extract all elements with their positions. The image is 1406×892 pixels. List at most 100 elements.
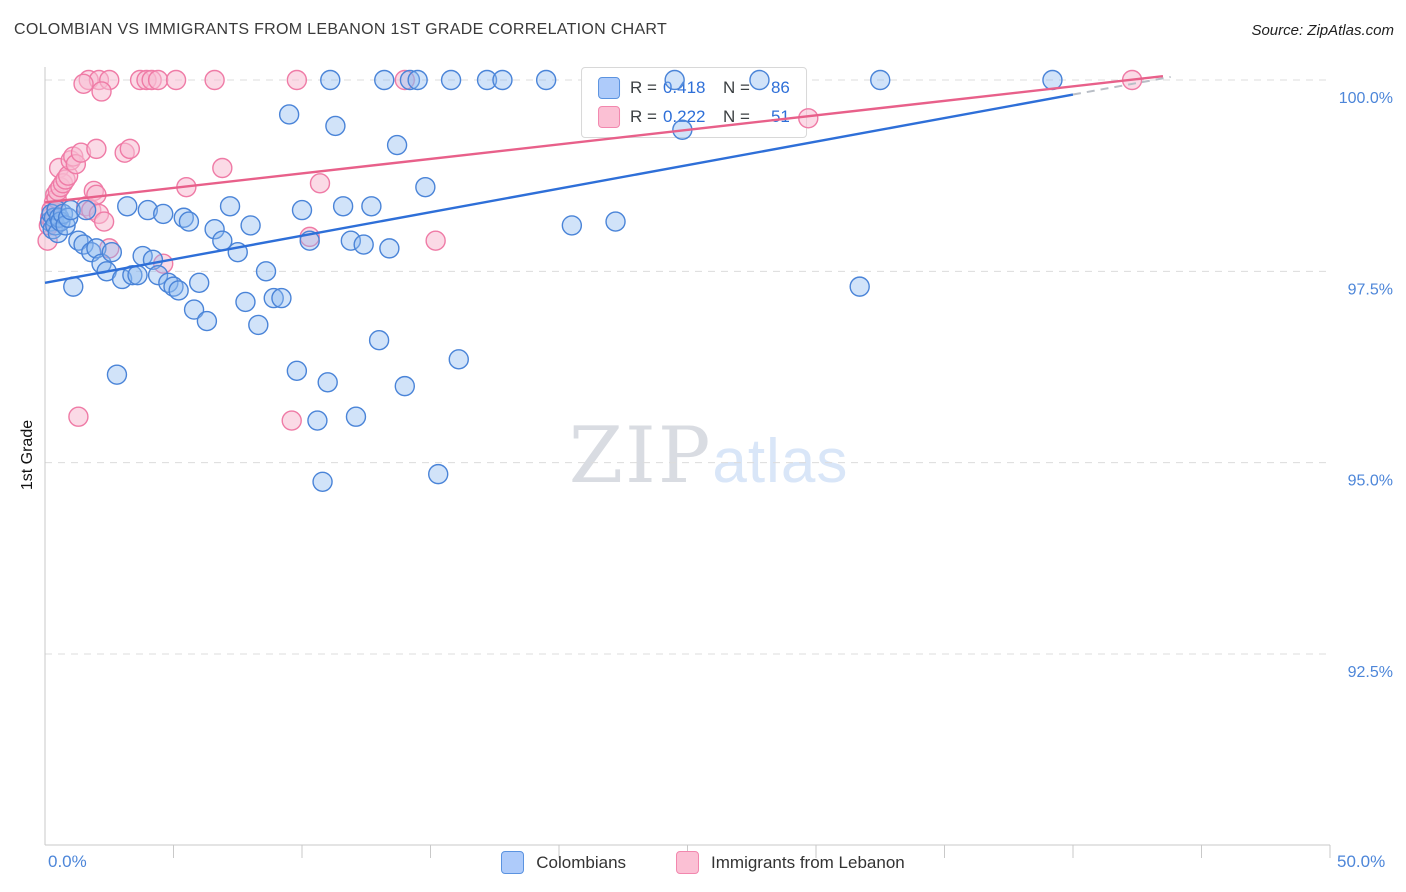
scatter-point-colombians bbox=[147, 264, 169, 286]
scatter-point-colombians bbox=[196, 310, 218, 332]
legend-row-lebanon: R = 0.222 N = 51 bbox=[598, 106, 790, 128]
scatter-point-lebanon bbox=[212, 157, 233, 179]
scatter-point-colombians bbox=[317, 372, 338, 393]
scatter-point-colombians bbox=[361, 196, 382, 217]
scatter-point-colombians bbox=[153, 203, 174, 225]
scatter-point-colombians bbox=[219, 196, 241, 217]
scatter-point-lebanon bbox=[91, 81, 112, 102]
lebanon-swatch bbox=[598, 106, 621, 128]
r-value-colombians: 0.418 bbox=[662, 78, 706, 97]
scatter-point-colombians bbox=[86, 238, 107, 259]
n-label: N = bbox=[722, 78, 750, 97]
legend-row-colombians: R = 0.418 N = 86 bbox=[598, 77, 790, 99]
y-tick-label: 92.5% bbox=[1348, 664, 1393, 681]
scatter-point-colombians bbox=[368, 330, 390, 351]
source-attribution: Source: ZipAtlas.com bbox=[1251, 22, 1394, 39]
scatter-point-lebanon bbox=[147, 69, 169, 91]
scatter-point-colombians bbox=[353, 234, 374, 255]
scatter-point-colombians bbox=[320, 69, 341, 91]
scatter-point-colombians bbox=[117, 196, 138, 217]
scatter-point-colombians bbox=[278, 104, 300, 125]
scatter-point-colombians bbox=[168, 280, 189, 301]
y-tick-label: 100.0% bbox=[1339, 90, 1393, 107]
scatter-point-colombians bbox=[870, 69, 891, 91]
scatter-point-lebanon bbox=[286, 69, 308, 91]
scatter-point-colombians bbox=[248, 314, 269, 336]
scatter-point-lebanon bbox=[309, 173, 331, 194]
scatter-point-colombians bbox=[307, 410, 328, 431]
scatter-point-colombians bbox=[664, 69, 685, 91]
colombians-trend-line bbox=[44, 93, 1074, 284]
scatter-point-colombians bbox=[101, 241, 123, 263]
scatter-point-colombians bbox=[291, 199, 313, 221]
y-tick-label: 95.0% bbox=[1348, 473, 1393, 490]
chart-title: COLOMBIAN VS IMMIGRANTS FROM LEBANON 1ST… bbox=[14, 21, 668, 38]
scatter-point-colombians bbox=[749, 69, 770, 91]
scatter-point-colombians bbox=[379, 238, 400, 259]
scatter-point-colombians bbox=[127, 264, 148, 286]
watermark-atlas: atlas bbox=[712, 427, 849, 496]
scatter-point-lebanon bbox=[119, 138, 141, 160]
scatter-point-colombians bbox=[325, 115, 346, 137]
scatter-point-colombians bbox=[55, 215, 76, 236]
scatter-point-colombians bbox=[440, 69, 462, 91]
scatter-point-lebanon bbox=[281, 410, 302, 431]
scatter-point-colombians bbox=[271, 287, 292, 309]
scatter-point-colombians bbox=[204, 219, 225, 240]
scatter-point-colombians bbox=[286, 360, 308, 382]
n-value-lebanon: 51 bbox=[770, 107, 790, 126]
scatter-point-colombians bbox=[183, 299, 205, 320]
scatter-point-colombians bbox=[561, 215, 583, 236]
watermark-zip: ZIP bbox=[568, 411, 713, 501]
lebanon-legend-swatch bbox=[676, 851, 700, 874]
n-value-colombians: 86 bbox=[770, 78, 790, 97]
scatter-point-colombians bbox=[374, 69, 395, 91]
r-value-lebanon: 0.222 bbox=[662, 107, 706, 126]
scatter-point-lebanon bbox=[165, 69, 187, 91]
series-legend: Colombians Immigrants from Lebanon bbox=[0, 851, 1406, 874]
scatter-point-colombians bbox=[137, 199, 159, 221]
lebanon-legend-label: Immigrants from Lebanon bbox=[711, 852, 905, 872]
scatter-point-colombians bbox=[492, 69, 513, 91]
scatter-point-colombians bbox=[332, 196, 354, 217]
scatter-point-colombians bbox=[1042, 69, 1063, 91]
colombians-legend-swatch bbox=[501, 851, 525, 874]
r-label: R = bbox=[630, 107, 657, 126]
lebanon-trend-line bbox=[44, 74, 1164, 204]
colombians-trend-extension bbox=[1072, 75, 1171, 96]
colombians-legend-label: Colombians bbox=[536, 852, 627, 872]
scatter-point-lebanon bbox=[68, 406, 89, 427]
scatter-point-colombians bbox=[57, 207, 79, 228]
scatter-point-colombians bbox=[415, 176, 436, 198]
scatter-point-lebanon bbox=[86, 138, 107, 160]
scatter-point-colombians bbox=[178, 211, 200, 232]
n-label: N = bbox=[722, 107, 750, 126]
scatter-point-lebanon bbox=[73, 73, 94, 95]
scatter-point-lebanon bbox=[93, 211, 115, 232]
scatter-point-colombians bbox=[428, 463, 449, 485]
scatter-point-colombians bbox=[535, 69, 557, 91]
scatter-point-colombians bbox=[235, 291, 256, 313]
scatter-point-lebanon bbox=[425, 230, 446, 251]
scatter-point-colombians bbox=[312, 471, 333, 492]
scatter-point-colombians bbox=[75, 199, 97, 221]
y-tick-label: 97.5% bbox=[1348, 281, 1393, 298]
scatter-point-colombians bbox=[188, 272, 210, 294]
scatter-point-lebanon bbox=[798, 108, 819, 129]
scatter-point-lebanon bbox=[204, 69, 225, 91]
scatter-point-colombians bbox=[394, 375, 415, 397]
scatter-point-colombians bbox=[448, 349, 469, 370]
x-axis-min-label: 0.0% bbox=[48, 852, 87, 871]
scatter-point-colombians bbox=[340, 230, 362, 251]
scatter-point-colombians bbox=[849, 276, 870, 297]
scatter-point-colombians bbox=[240, 215, 261, 236]
r-label: R = bbox=[630, 78, 657, 97]
scatter-point-colombians bbox=[386, 134, 408, 156]
scatter-point-colombians bbox=[106, 364, 128, 385]
x-axis-max-label: 50.0% bbox=[1337, 852, 1386, 871]
scatter-point-colombians bbox=[476, 69, 498, 91]
y-axis-label: 1st Grade bbox=[19, 419, 36, 491]
scatter-point-colombians bbox=[605, 211, 626, 232]
scatter-point-colombians bbox=[407, 69, 428, 91]
